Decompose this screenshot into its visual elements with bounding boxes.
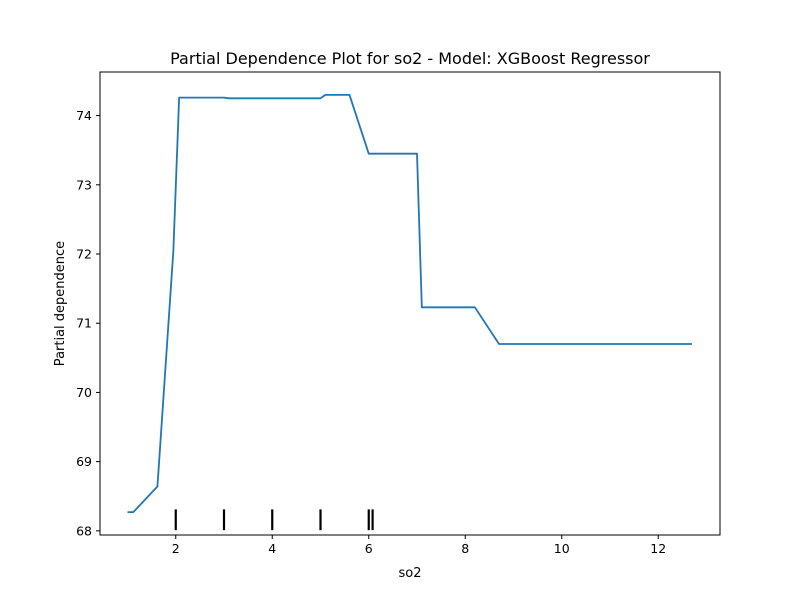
- x-tick-label: 6: [365, 541, 373, 556]
- y-tick-label: 72: [76, 247, 92, 262]
- y-tick-label: 70: [76, 385, 92, 400]
- x-tick-label: 12: [650, 541, 666, 556]
- x-tick-label: 8: [461, 541, 469, 556]
- x-axis-label: so2: [399, 566, 422, 581]
- y-tick-label: 74: [76, 108, 92, 123]
- x-tick-label: 10: [554, 541, 570, 556]
- y-tick-label: 69: [76, 454, 92, 469]
- axes-frame: [99, 71, 721, 536]
- y-tick-label: 73: [76, 177, 92, 192]
- y-tick-label: 68: [76, 523, 92, 538]
- chart-title: Partial Dependence Plot for so2 - Model:…: [170, 49, 650, 68]
- y-axis-label: Partial dependence: [53, 241, 68, 366]
- pd-line: [127, 93, 693, 514]
- x-tick-label: 2: [172, 541, 180, 556]
- x-tick-label: 4: [268, 541, 276, 556]
- y-tick-label: 71: [76, 316, 92, 331]
